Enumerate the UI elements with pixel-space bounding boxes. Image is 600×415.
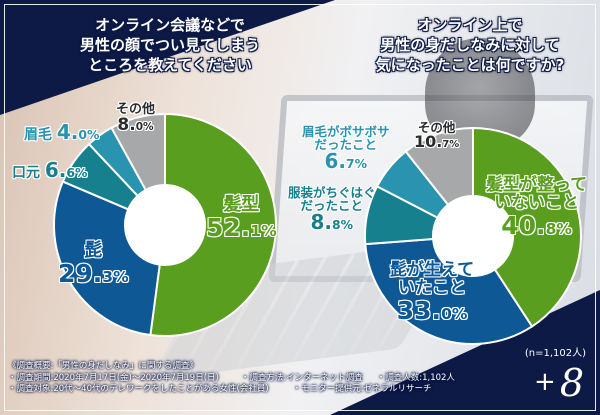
- survey-method: ・調査方法:インターネット調査: [240, 372, 363, 383]
- survey-heading: 《調査概要:「男性の身だしなみ」に関する調査》: [8, 361, 198, 371]
- survey-row-1: ・調査期間:2020年7月17日(金)〜2020年7月19日(日) ・調査方法:イ…: [8, 373, 455, 385]
- left-label-hair-name: 髪型: [223, 194, 260, 215]
- left-label-eyebrow: 眉毛 4.0%: [24, 122, 99, 143]
- survey-summary: 《調査概要:「男性の身だしなみ」に関する調査》 ・調査期間:2020年7月17日…: [8, 361, 455, 396]
- left-label-beard-pct: 29.3%: [58, 258, 129, 288]
- left-label-mouth-name: 口元: [12, 165, 40, 181]
- left-label-mouth: 口元 6.6%: [12, 160, 87, 181]
- right-label-eyebrow-line-1: 眉毛がボサボサ: [302, 124, 390, 139]
- right-chart-title: オンライン上で 男性の身だしなみに対して 気になったことは何ですか?: [340, 15, 600, 75]
- right-label-clothes: 服装がちぐはぐ だったこと 8.8%: [288, 186, 376, 233]
- right-label-beard-line-1: 髭が生えて: [390, 260, 475, 280]
- right-label-hair-line-2: いないこと: [494, 192, 580, 213]
- left-title-line-1: オンライン会議などで: [95, 16, 245, 34]
- left-label-beard-name: 髭: [84, 240, 103, 261]
- survey-target: ・調査対象:20代〜40代のテレワークをしたことがある女性(会社員): [8, 384, 269, 394]
- right-title-line-1: オンライン上で: [417, 16, 523, 34]
- survey-provider: ・モニター提供元:ゼネラルリサーチ: [292, 384, 432, 394]
- left-chart-title: オンライン会議などで 男性の顔でつい見てしまう ところを教えてください: [50, 15, 290, 75]
- sample-size: (n=1,102人): [524, 348, 586, 359]
- right-label-hair-pct: 40.8%: [501, 210, 572, 240]
- brand-eight: 8: [559, 361, 584, 405]
- right-label-other: その他 10.7%: [414, 121, 459, 151]
- left-label-eyebrow-name: 眉毛: [24, 127, 52, 143]
- left-label-other-name: その他: [116, 102, 156, 117]
- right-title-line-2: 男性の身だしなみに対して: [380, 36, 560, 54]
- left-label-beard: 髭 29.3%: [58, 240, 129, 288]
- left-label-eyebrow-pct: 4.0%: [56, 120, 100, 144]
- right-label-clothes-line-1: 服装がちぐはぐ: [288, 185, 376, 200]
- right-label-clothes-line-2: だったこと: [300, 198, 364, 214]
- right-label-beard: 髭が生えて いたこと 33.0%: [390, 260, 475, 325]
- right-label-other-pct: 10.7%: [414, 132, 460, 152]
- slice-beard-grown: [364, 237, 534, 345]
- survey-count: ・調査人数:1,102人: [376, 372, 455, 383]
- left-label-other-pct: 8.0%: [117, 114, 154, 135]
- left-title-line-2: 男性の顔でつい見てしまう: [79, 36, 260, 54]
- right-label-beard-pct: 33.0%: [396, 295, 468, 325]
- brand-logo: +8: [534, 362, 584, 403]
- left-donut-chart: [53, 112, 277, 337]
- right-label-beard-line-2: いたこと: [398, 277, 467, 298]
- donut-hole: [125, 185, 205, 265]
- right-donut-chart: [364, 126, 582, 345]
- donut-hole: [433, 196, 513, 276]
- left-label-other: その他 8.0%: [116, 103, 155, 134]
- right-label-eyebrow-line-2: だったこと: [314, 137, 378, 153]
- brand-plus: +: [534, 367, 556, 397]
- right-label-eyebrow-pct: 6.7%: [324, 149, 368, 174]
- right-label-clothes-pct: 8.8%: [310, 210, 354, 235]
- left-label-hair: 髪型 52.1%: [206, 194, 277, 242]
- survey-row-2: ・調査対象:20代〜40代のテレワークをしたことがある女性(会社員) ・モニター提…: [8, 384, 455, 396]
- left-title-line-3: ところを教えてください: [88, 56, 252, 74]
- left-label-mouth-pct: 6.6%: [44, 158, 88, 182]
- right-label-hair: 髪型が整って いないこと 40.8%: [486, 175, 588, 240]
- survey-period: ・調査期間:2020年7月17日(金)〜2020年7月19日(日): [8, 372, 219, 383]
- right-label-eyebrow: 眉毛がボサボサ だったこと 6.7%: [302, 125, 390, 172]
- right-label-other-name: その他: [417, 120, 456, 135]
- right-label-hair-line-1: 髪型が整って: [486, 175, 588, 195]
- left-label-hair-pct: 52.1%: [206, 212, 277, 242]
- right-title-line-3: 気になったことは何ですか?: [375, 56, 565, 74]
